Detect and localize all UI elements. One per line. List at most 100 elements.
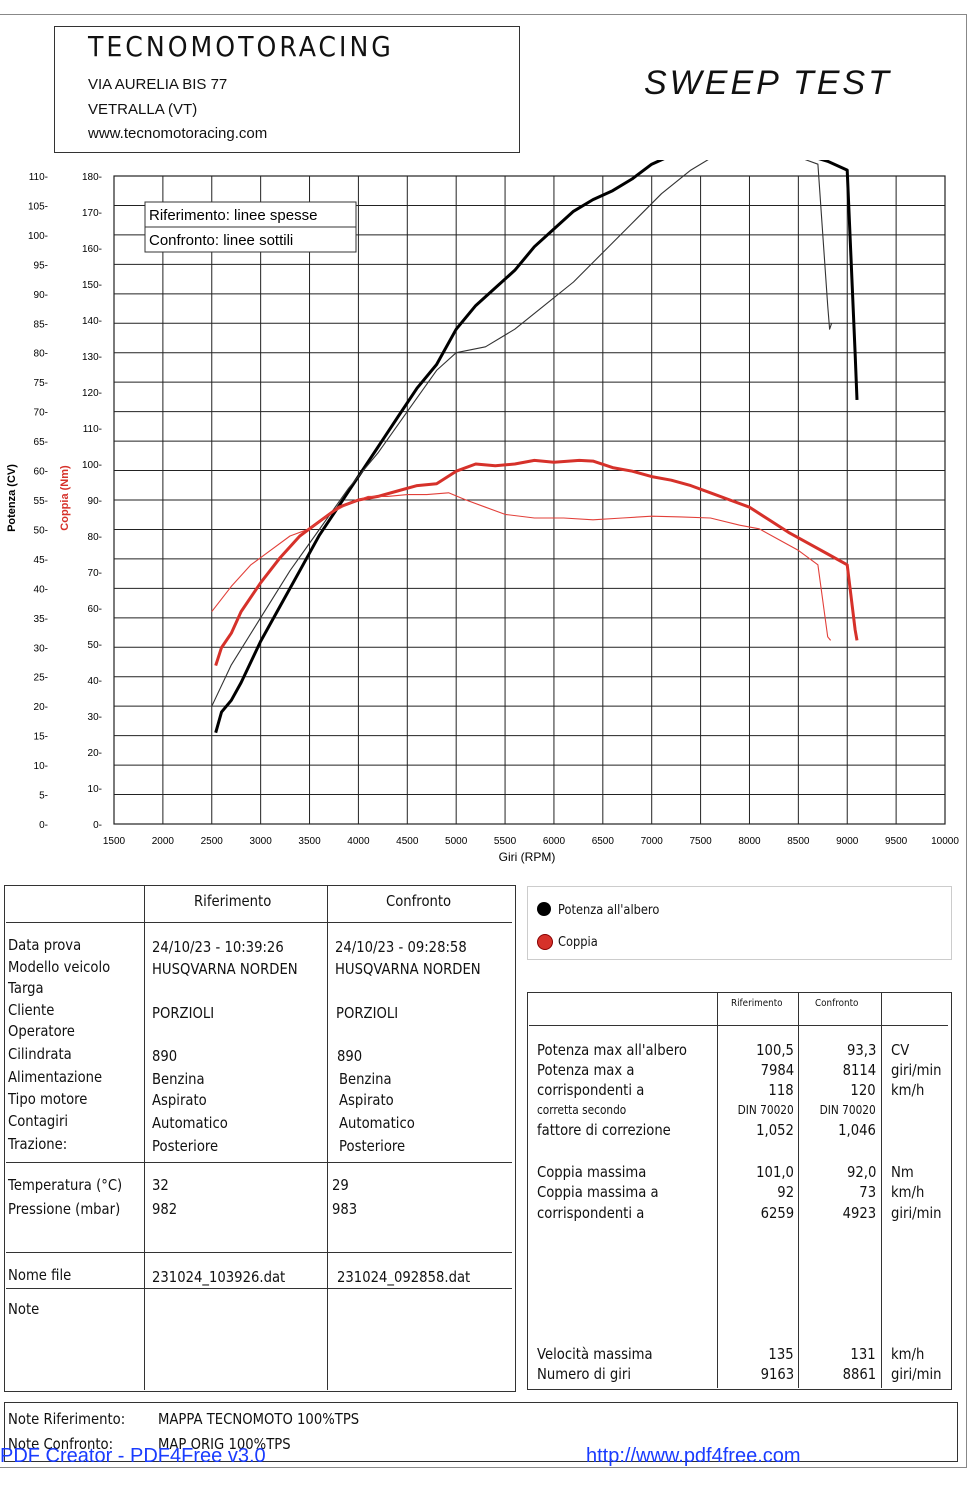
power-tick-label: 45- — [34, 555, 48, 566]
x-tick-label: 6500 — [592, 836, 615, 847]
x-tick-label: 7000 — [641, 836, 664, 847]
rif-alimentazione: Benzina — [152, 1070, 205, 1088]
chart-legend-reference: Riferimento: linee spesse — [149, 207, 317, 224]
test-info-table — [4, 885, 516, 1392]
conf-modello: HUSQVARNA NORDEN — [335, 960, 481, 978]
x-tick-label: 3000 — [250, 836, 273, 847]
rif-contagiri: Automatico — [152, 1114, 228, 1132]
stats-value-confronto: 8861 — [842, 1365, 876, 1383]
torque-legend-dot — [537, 934, 553, 950]
rif-data-prova: 24/10/23 - 10:39:26 — [152, 938, 284, 956]
x-tick-label: 2500 — [201, 836, 224, 847]
stats-label: corretta secondo — [537, 1103, 627, 1117]
rif-temperatura: 32 — [152, 1176, 169, 1194]
stats-value-riferimento: 101,0 — [756, 1163, 794, 1181]
label-modello: Modello veicolo — [8, 958, 111, 976]
x-tick-label: 6000 — [543, 836, 566, 847]
stats-value-riferimento: 6259 — [760, 1204, 794, 1222]
address-line-1: VIA AURELIA BIS 77 — [88, 76, 228, 93]
power-tick-label: 0- — [39, 820, 48, 831]
power-tick-label: 75- — [34, 378, 48, 389]
power-tick-label: 90- — [34, 290, 48, 301]
rif-modello: HUSQVARNA NORDEN — [152, 960, 298, 978]
rif-cilindrata: 890 — [152, 1047, 178, 1065]
stats-unit: km/h — [891, 1183, 925, 1201]
stats-value-confronto: 120 — [850, 1081, 876, 1099]
power-tick-label: 40- — [34, 584, 48, 595]
stats-box — [527, 992, 952, 1390]
label-trazione: Trazione: — [8, 1135, 68, 1153]
x-tick-label: 4500 — [396, 836, 419, 847]
notes-confronto-label: Note Confronto: — [8, 1435, 114, 1453]
power-tick-label: 100- — [28, 231, 48, 242]
power-tick-label: 70- — [34, 408, 48, 419]
power-curve-riferimento — [214, 160, 859, 734]
power-tick-label: 15- — [34, 732, 48, 743]
x-tick-label: 10000 — [931, 836, 959, 847]
stats-value-confronto: 8114 — [842, 1061, 876, 1079]
y-axis-label-torque: Coppia (Nm) — [59, 465, 71, 531]
power-tick-label: 5- — [39, 791, 48, 802]
stats-value-confronto: 73 — [859, 1183, 876, 1201]
power-tick-label: 95- — [34, 260, 48, 271]
stats-unit: Nm — [891, 1163, 914, 1181]
stats-label: Numero di giri — [537, 1365, 632, 1383]
torque-tick-label: 100- — [82, 460, 102, 471]
stats-unit: km/h — [891, 1345, 925, 1363]
stats-label: Coppia massima — [537, 1163, 647, 1181]
stats-value-confronto: 4923 — [842, 1204, 876, 1222]
rif-trazione: Posteriore — [152, 1137, 219, 1155]
label-alimentazione: Alimentazione — [8, 1068, 103, 1086]
notes-confronto-value: MAP ORIG 100%TPS — [158, 1435, 291, 1453]
stats-value-riferimento: 7984 — [760, 1061, 794, 1079]
notes-riferimento-value: MAPPA TECNOMOTO 100%TPS — [158, 1410, 360, 1428]
footer-url[interactable]: http://www.pdf4free.com — [586, 1445, 801, 1467]
x-tick-label: 9500 — [885, 836, 908, 847]
power-tick-label: 65- — [34, 437, 48, 448]
label-pressione: Pressione (mbar) — [8, 1200, 121, 1218]
torque-tick-label: 120- — [82, 388, 102, 399]
x-tick-label: 1500 — [103, 836, 126, 847]
stats-value-confronto: 92,0 — [846, 1163, 876, 1181]
torque-tick-label: 30- — [88, 712, 102, 723]
torque-tick-label: 150- — [82, 280, 102, 291]
dyno-chart: 1500 2000 2500 3000 3500 4000 4500 5000 5500 6000… — [6, 160, 959, 864]
power-curve-confronto — [211, 160, 833, 707]
company-name: TECNOMOTORACING — [88, 30, 394, 63]
torque-tick-label: 130- — [82, 352, 102, 363]
power-tick-label: 80- — [34, 349, 48, 360]
notes-riferimento-label: Note Riferimento: — [8, 1410, 126, 1428]
stats-label: corrispondenti a — [537, 1204, 645, 1222]
stats-unit: giri/min — [891, 1061, 942, 1079]
series-legend — [527, 886, 952, 960]
notes-box — [4, 1402, 958, 1462]
stats-label: fattore di correzione — [537, 1121, 671, 1139]
torque-tick-label: 50- — [88, 640, 102, 651]
stats-label: Velocità massima — [537, 1345, 653, 1363]
power-tick-label: 10- — [34, 761, 48, 772]
stats-label: Potenza max a — [537, 1061, 635, 1079]
power-legend-label: Potenza all'albero — [558, 903, 660, 918]
stats-value-riferimento: 9163 — [760, 1365, 794, 1383]
x-tick-label: 3500 — [298, 836, 321, 847]
address-line-2: VETRALLA (VT) — [88, 101, 198, 118]
stats-value-confronto: 131 — [850, 1345, 876, 1363]
power-tick-label: 105- — [28, 201, 48, 212]
torque-tick-label: 70- — [88, 568, 102, 579]
label-temperatura: Temperatura (°C) — [8, 1176, 123, 1194]
test-title: SWEEP TEST — [644, 64, 892, 102]
company-website: www.tecnomotoracing.com — [88, 125, 268, 142]
power-tick-label: 35- — [34, 614, 48, 625]
torque-tick-label: 90- — [88, 496, 102, 507]
power-tick-label: 55- — [34, 496, 48, 507]
power-legend-dot — [537, 902, 551, 916]
stats-header-confronto: Confronto — [815, 998, 859, 1009]
conf-cilindrata: 890 — [337, 1047, 363, 1065]
torque-tick-label: 180- — [82, 172, 102, 183]
x-tick-label: 5000 — [445, 836, 468, 847]
x-tick-label: 2000 — [152, 836, 175, 847]
torque-tick-label: 60- — [88, 604, 102, 615]
conf-contagiri: Automatico — [339, 1114, 415, 1132]
label-operatore: Operatore — [8, 1022, 75, 1040]
power-tick-label: 50- — [34, 525, 48, 536]
